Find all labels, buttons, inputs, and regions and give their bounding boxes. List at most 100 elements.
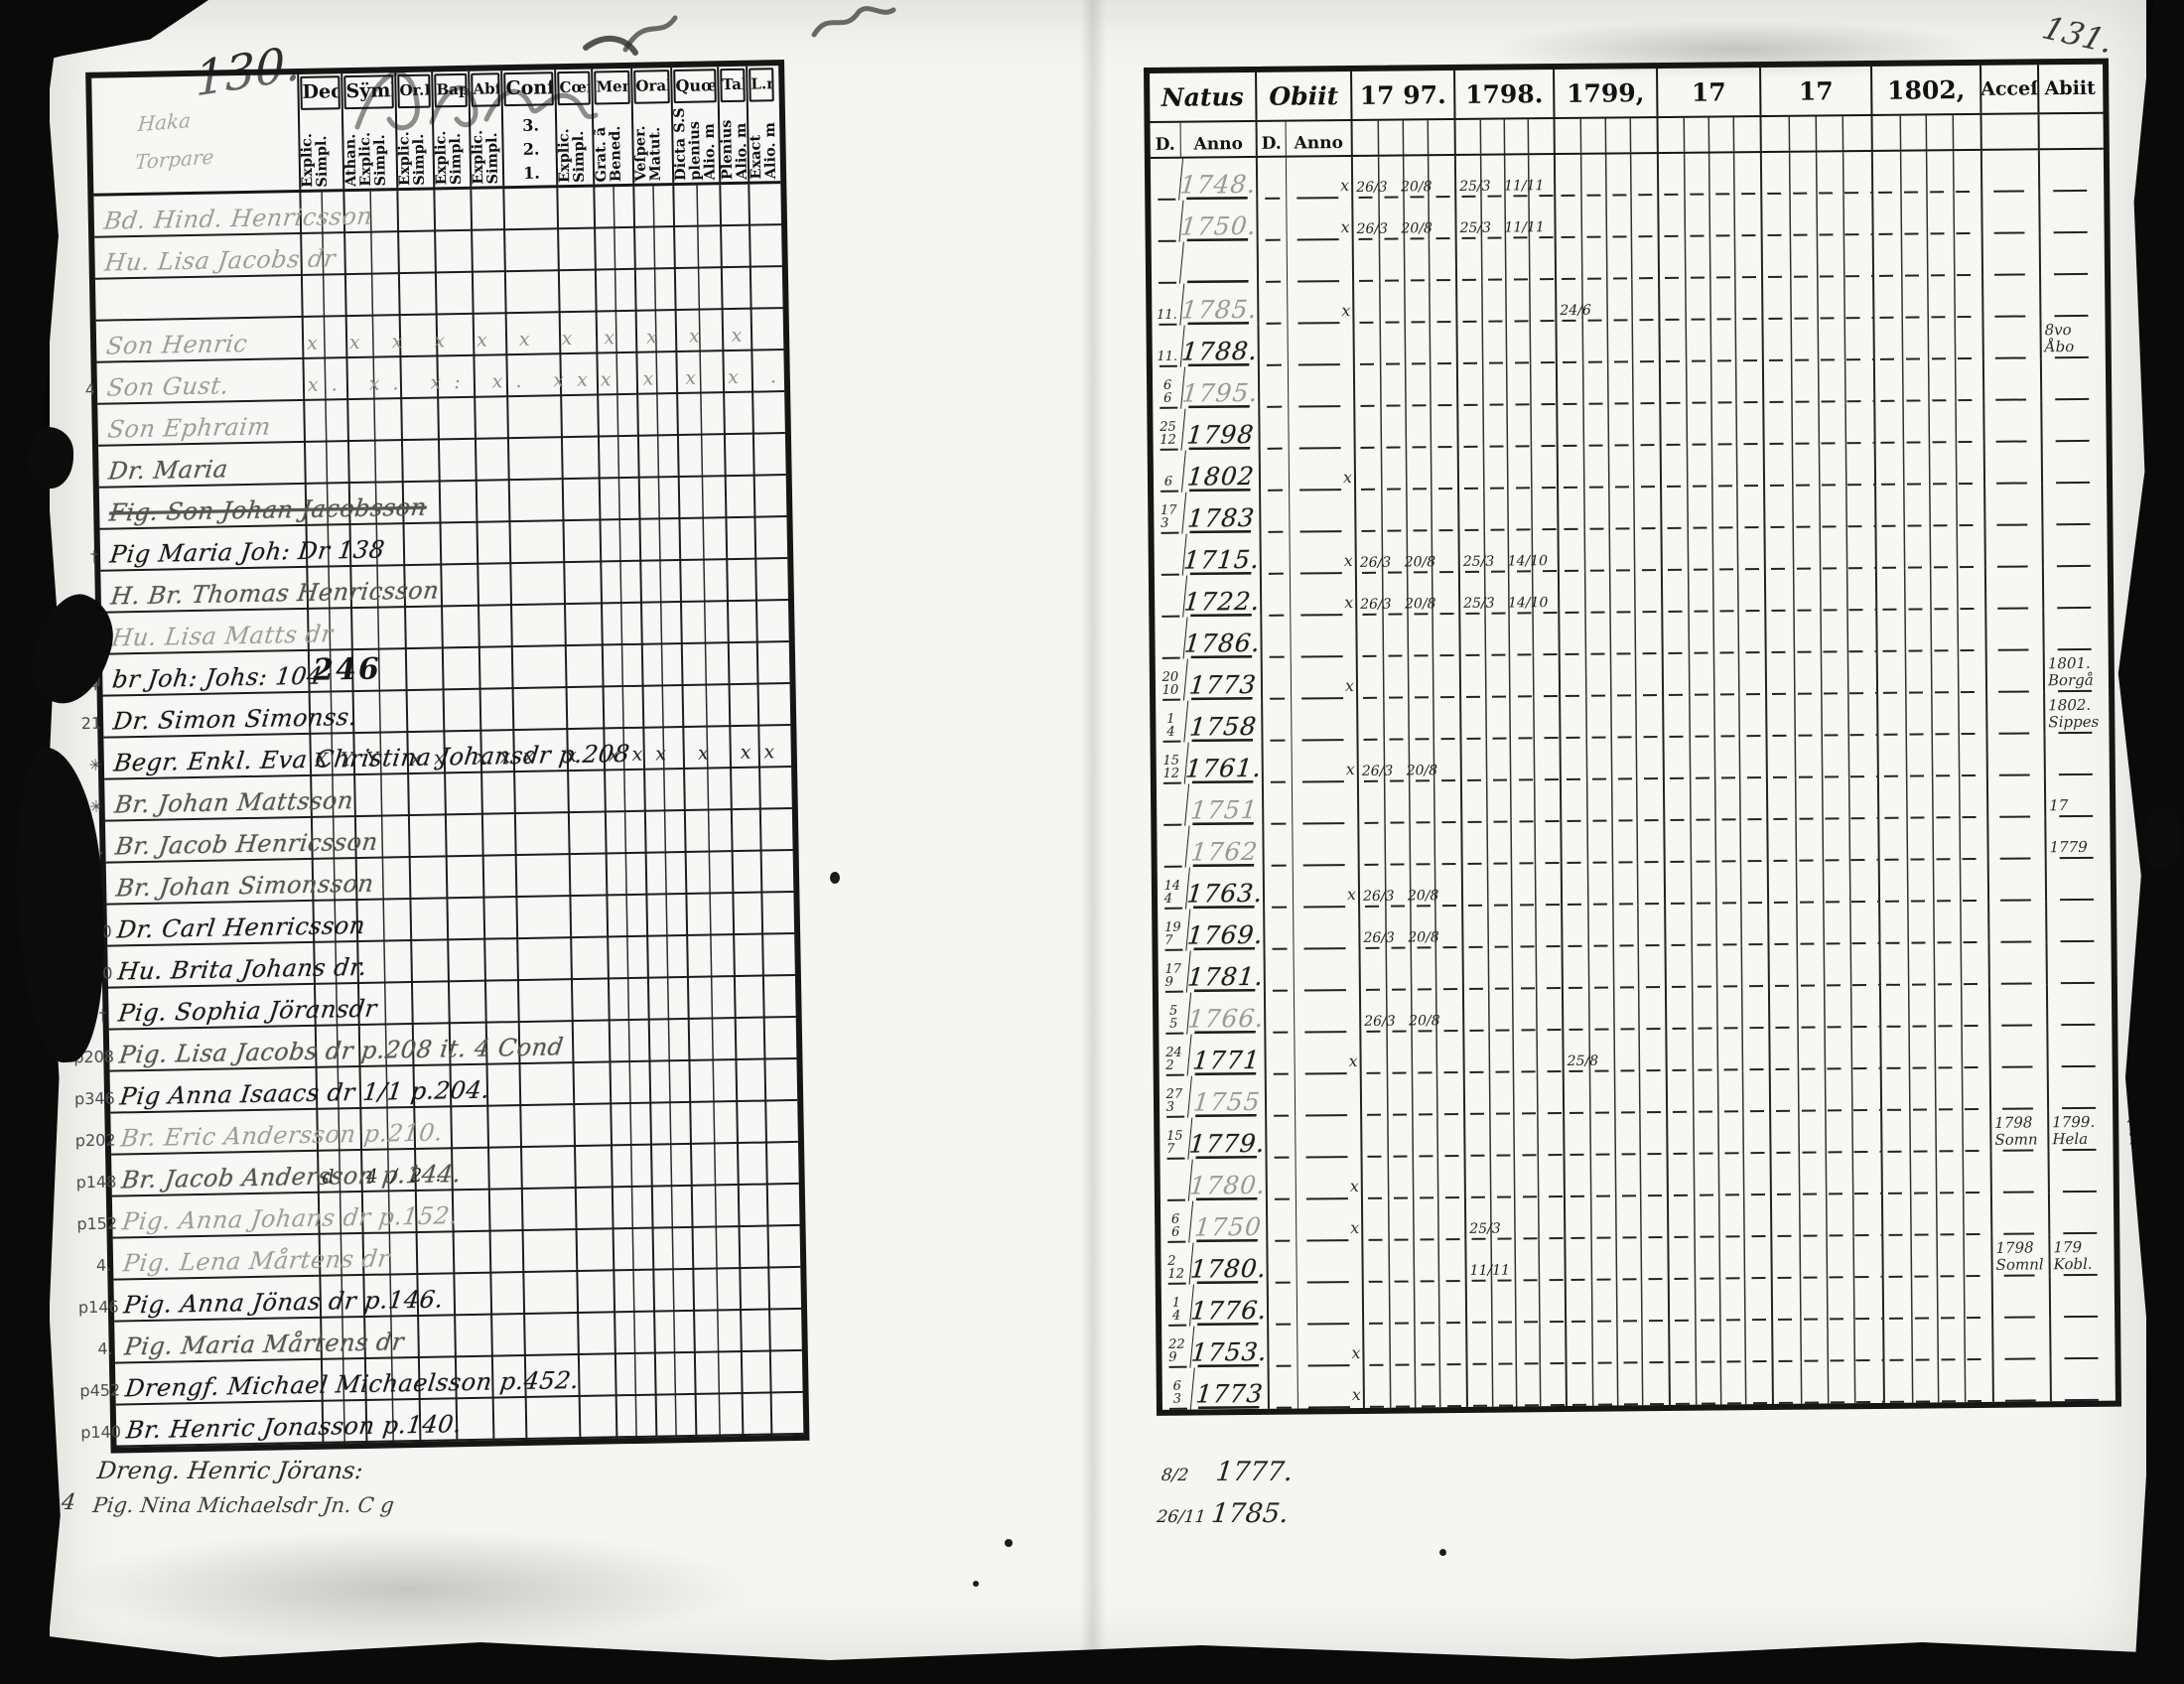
page-gutter-shadow: [1080, 0, 1106, 1668]
communion-dates-1798: [1456, 405, 1557, 448]
obiit-day: [1259, 532, 1290, 575]
communion-dates-1798: [1456, 447, 1558, 490]
right-table-header: Natus Obiit 17 97. 1798. 1799, 17 17 180…: [1150, 64, 2104, 123]
communion-dates-1802: [1877, 817, 1987, 861]
column-group: Bapt Explic. Simpl.: [431, 70, 471, 188]
person-name: Pig. Lena Mårtens dr: [121, 1244, 392, 1278]
obiit-day: [1264, 1033, 1295, 1075]
communion-dates-1798: [1459, 780, 1561, 823]
year-subcolumns: [1453, 119, 1554, 155]
column-group-label: Tabæ: [720, 68, 746, 103]
person-name: Pig. Anna Jönas dr p.146.: [122, 1285, 446, 1320]
communion-dates-1801: [1762, 401, 1874, 446]
communion-dates-1797: [1353, 447, 1458, 491]
obiit-day: [1260, 616, 1291, 658]
natus-day: 17 9: [1158, 950, 1188, 993]
communion-dates-1798: [1463, 1113, 1564, 1157]
accessit-note: [1980, 233, 2040, 276]
communion-dates-1802: [1877, 859, 1988, 903]
communion-dates-1800: [1665, 1029, 1769, 1071]
communion-dates-1798: 11/11: [1464, 1238, 1565, 1282]
top-smudge: [1489, 20, 1985, 79]
communion-dates-1802: [1874, 525, 1984, 569]
communion-dates-1800: [1668, 1320, 1772, 1363]
obiit-mark: x: [1286, 198, 1352, 241]
column-group: Sÿmb Athan. Explic. Simpl.: [341, 72, 397, 190]
communion-dates-1801: [1763, 526, 1875, 571]
communion-dates-1800: [1657, 195, 1761, 238]
communion-dates-1799: [1564, 1237, 1668, 1281]
communion-dates-1799: [1557, 529, 1661, 573]
communion-dates-1798: [1465, 1322, 1566, 1365]
communion-dates-1797: [1352, 363, 1457, 407]
natus-year: [1178, 240, 1259, 284]
person-name: Pig. Anna Johans dr p.152.: [120, 1201, 460, 1236]
natus-year: 1795.: [1180, 365, 1261, 409]
column-group: Cœn.D Explic. Simpl.: [554, 69, 594, 186]
obiit-day: [1265, 1199, 1297, 1242]
person-name: Br. Jacob Henricsson: [113, 827, 380, 861]
accessit-note: [1983, 525, 2042, 568]
communion-dates-1802: [1872, 358, 1983, 402]
obiit-mark: x: [1294, 1032, 1360, 1075]
obiit-mark: x: [1295, 1198, 1362, 1242]
obiit-day: [1267, 1325, 1297, 1367]
communion-dates-1799: [1555, 321, 1659, 364]
natus-anno-header: Anno: [1179, 121, 1256, 157]
column-group-header-row: Dec. Explic. Simpl. Sÿmb Athan. Explic. …: [297, 66, 777, 190]
footer-day-fraction: 26/11: [1156, 1506, 1207, 1527]
communion-dates-1801: [1769, 1193, 1882, 1237]
natus-day: [1150, 158, 1181, 201]
communion-dates-1798: [1457, 489, 1558, 531]
communion-dates-1799: [1561, 946, 1665, 990]
obiit-mark: x: [1289, 531, 1355, 575]
communion-dates-1802: [1880, 1109, 1990, 1153]
communion-dates-1799: [1557, 571, 1662, 615]
column-group: Quœſt Dicta S.S plenius Alio. m: [670, 67, 720, 184]
natus-day: 11.: [1152, 325, 1182, 367]
natus-year: 1769.: [1185, 908, 1266, 951]
margin-annotation: p140: [80, 1422, 122, 1443]
natus-day: [1151, 200, 1181, 242]
accessit-note: [1989, 1193, 2049, 1235]
person-name: Pig Maria Joh: Dr 138: [108, 535, 387, 569]
natus-year: 1755: [1186, 1074, 1267, 1118]
communion-dates-1797: 26/3 20/8: [1357, 864, 1462, 908]
communion-dates-1797: 26/3 20/8: [1354, 572, 1459, 616]
communion-dates-1800: [1660, 570, 1765, 614]
communion-dates-1799: [1554, 237, 1659, 281]
column-group-label: L.n: [749, 68, 774, 102]
person-name: Hu. Lisa Matts dr: [109, 620, 336, 652]
obiit-day: [1257, 365, 1289, 408]
communion-dates-1800: [1663, 862, 1768, 906]
natus-year: 1761.: [1183, 741, 1264, 784]
communion-dates-1800: [1664, 987, 1769, 1031]
column-subheaders-rotated: Exact Alio. m: [748, 121, 777, 180]
natus-year: 1802: [1180, 449, 1261, 492]
communion-dates-1801: [1765, 693, 1877, 738]
abiit-note: [2045, 983, 2111, 1027]
attendance-marks: x. x. x: x. xxx x x x .. y: [307, 365, 783, 396]
communion-dates-1797: [1362, 1323, 1466, 1366]
accessit-note: [1988, 1026, 2047, 1068]
left-rows: Bd. Hind. Henricsson Hu. Lisa Jacobs dr: [71, 184, 804, 1448]
communion-dates-1798: [1463, 1155, 1564, 1198]
margin-annotation: p202: [74, 1130, 116, 1151]
communion-dates-1802: [1880, 1151, 1990, 1194]
communion-dates-1800: [1666, 1194, 1771, 1238]
communion-dates-1802: [1875, 609, 1985, 652]
year-subcolumns: [1656, 117, 1760, 153]
communion-dates-1799: [1558, 654, 1663, 698]
obiit-day: [1257, 324, 1288, 366]
communion-dates-1799: 25/8: [1562, 1030, 1666, 1072]
communion-dates-1800: [1659, 403, 1763, 447]
accessit-note: [1980, 192, 2039, 234]
communion-dates-1798: [1462, 1031, 1563, 1073]
communion-dates-1797: [1360, 1114, 1464, 1158]
ink-speck: [830, 872, 840, 884]
natus-header: Natus: [1160, 81, 1244, 112]
communion-dates-1798: [1462, 1071, 1564, 1115]
person-name: br Joh: Johs: 104: [110, 661, 325, 694]
communion-dates-1798: 25/3 14/10: [1457, 572, 1559, 615]
year-subcolumns: [1553, 118, 1657, 154]
